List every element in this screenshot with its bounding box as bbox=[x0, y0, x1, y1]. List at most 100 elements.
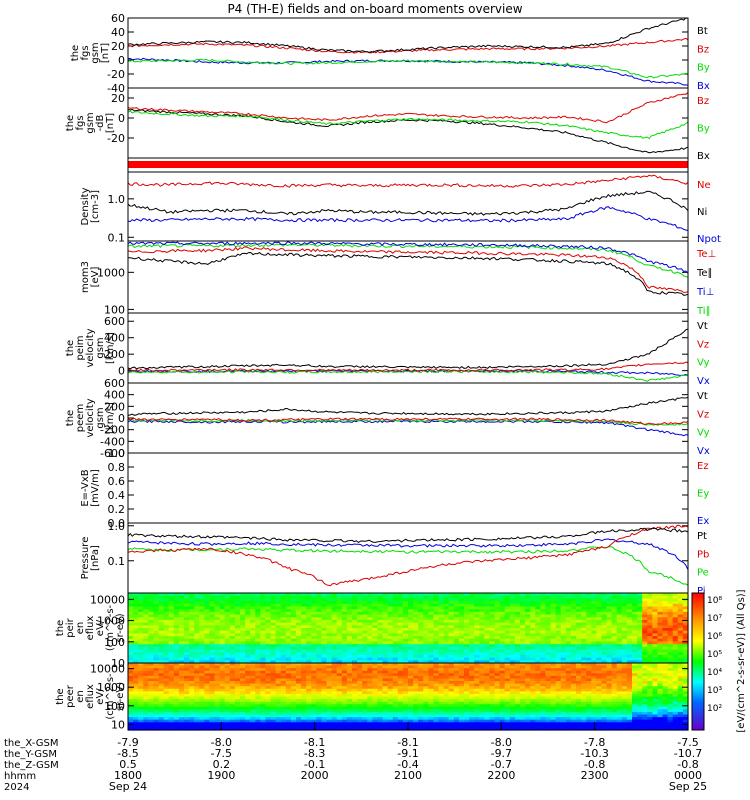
spectrogram-cell bbox=[494, 625, 501, 629]
spectrogram-cell bbox=[520, 638, 526, 643]
spectrogram-cell bbox=[525, 630, 531, 634]
spectrogram-cell bbox=[408, 622, 414, 626]
spectrogram-cell bbox=[296, 683, 302, 687]
spectrogram-cell bbox=[352, 673, 358, 677]
spectrogram-cell bbox=[219, 644, 226, 648]
spectrogram-cell bbox=[596, 611, 603, 616]
spectrogram-cell bbox=[382, 657, 389, 661]
spectrogram-cell bbox=[260, 709, 267, 713]
spectrogram-cell bbox=[184, 722, 190, 726]
spectrogram-cell bbox=[362, 636, 368, 640]
spectrogram-cell bbox=[535, 593, 541, 597]
spectrogram-cell bbox=[438, 675, 445, 680]
spectrogram-cell bbox=[229, 593, 236, 597]
spectrogram-cell bbox=[346, 683, 353, 687]
spectrogram-cell bbox=[133, 630, 139, 634]
spectrogram-cell bbox=[632, 625, 638, 629]
spectrogram-cell bbox=[184, 717, 190, 721]
spectrogram-cell bbox=[464, 711, 470, 716]
spectrogram-cell bbox=[591, 633, 597, 637]
spectrogram-cell bbox=[336, 696, 343, 700]
spectrogram-cell bbox=[168, 722, 175, 726]
spectrogram-cell bbox=[133, 719, 139, 723]
spectrogram-cell bbox=[199, 636, 205, 640]
spectrogram-cell bbox=[484, 601, 491, 605]
spectrogram-cell bbox=[224, 638, 231, 643]
spectrogram-cell bbox=[153, 691, 160, 695]
spectrogram-cell bbox=[484, 681, 491, 685]
spectrogram-cell bbox=[428, 714, 435, 718]
spectrogram-cell bbox=[250, 628, 256, 632]
spectrogram-cell bbox=[362, 601, 368, 605]
spectrogram-cell bbox=[479, 595, 485, 599]
spectrogram-cell bbox=[204, 619, 211, 624]
spectrogram-cell bbox=[484, 719, 491, 723]
spectrogram-cell bbox=[581, 633, 587, 637]
spectrogram-cell bbox=[352, 611, 358, 616]
spectrogram-cell bbox=[189, 724, 195, 729]
spectrogram-cell bbox=[133, 644, 139, 648]
spectrogram-cell bbox=[402, 717, 409, 721]
spectrogram-cell bbox=[677, 625, 684, 629]
spectrogram-cell bbox=[138, 598, 144, 602]
spectrogram-cell bbox=[479, 714, 485, 718]
spectrogram-cell bbox=[397, 722, 404, 726]
spectrogram-cell bbox=[392, 727, 399, 731]
spectrogram-cell bbox=[331, 598, 338, 602]
spectrogram-cell bbox=[596, 603, 603, 608]
spectrogram-cell bbox=[331, 709, 338, 713]
spectrogram-cell bbox=[143, 693, 149, 698]
spectrogram-cell bbox=[540, 625, 547, 629]
spectrogram-cell bbox=[540, 646, 547, 651]
spectrogram-cell bbox=[413, 681, 419, 685]
spectrogram-cell bbox=[290, 675, 297, 680]
spectrogram-cell bbox=[479, 598, 485, 602]
spectrogram-cell bbox=[418, 693, 424, 698]
spectrogram-cell bbox=[178, 660, 185, 664]
spectrogram-cell bbox=[672, 660, 679, 664]
spectrogram-cell bbox=[601, 614, 608, 618]
spectrogram-cell bbox=[438, 722, 445, 726]
spectrogram-cell bbox=[336, 727, 343, 731]
spectrogram-cell bbox=[214, 652, 221, 656]
spectrogram-cell bbox=[321, 711, 328, 716]
spectrogram-cell bbox=[229, 598, 236, 602]
spectrogram-cell bbox=[621, 654, 628, 659]
spectrogram-cell bbox=[148, 724, 155, 729]
spectrogram-cell bbox=[275, 724, 282, 729]
spectrogram-cell bbox=[484, 722, 491, 726]
spectrogram-cell bbox=[535, 625, 541, 629]
spectrogram-cell bbox=[443, 603, 450, 608]
spectrogram-cell bbox=[397, 706, 404, 710]
spectrogram-cell bbox=[290, 646, 297, 651]
spectrogram-cell bbox=[418, 714, 424, 718]
spectrogram-cell bbox=[392, 714, 399, 718]
spectrogram-cell bbox=[667, 657, 674, 661]
spectrogram-cell bbox=[423, 673, 429, 677]
spectrogram-cell bbox=[178, 644, 185, 648]
spectrogram-cell bbox=[280, 691, 287, 695]
spectrogram-cell bbox=[382, 722, 389, 726]
spectrogram-cell bbox=[362, 696, 368, 700]
spectrogram-cell bbox=[570, 638, 577, 643]
spectrogram-cell bbox=[611, 654, 618, 659]
spectrogram-cell bbox=[311, 619, 317, 624]
spectrogram-cell bbox=[402, 683, 409, 687]
spectrogram-cell bbox=[229, 719, 236, 723]
spectrogram-cell bbox=[316, 654, 323, 659]
spectrogram-cell bbox=[184, 644, 190, 648]
spectrogram-cell bbox=[184, 646, 190, 651]
spectrogram-cell bbox=[133, 622, 139, 626]
spectrogram-cell bbox=[397, 603, 404, 608]
spectrogram-cell bbox=[184, 683, 190, 687]
spectrogram-cell bbox=[153, 675, 160, 680]
spectrogram-cell bbox=[209, 630, 216, 634]
spectrogram-cell bbox=[586, 630, 592, 634]
spectrogram-cell bbox=[229, 628, 236, 632]
spectrogram-cell bbox=[296, 649, 302, 653]
spectrogram-cell bbox=[214, 701, 221, 705]
spectrogram-cell bbox=[255, 727, 261, 731]
spectrogram-cell bbox=[438, 678, 445, 682]
spectrogram-cell bbox=[143, 622, 149, 626]
spectrogram-cell bbox=[189, 603, 195, 608]
